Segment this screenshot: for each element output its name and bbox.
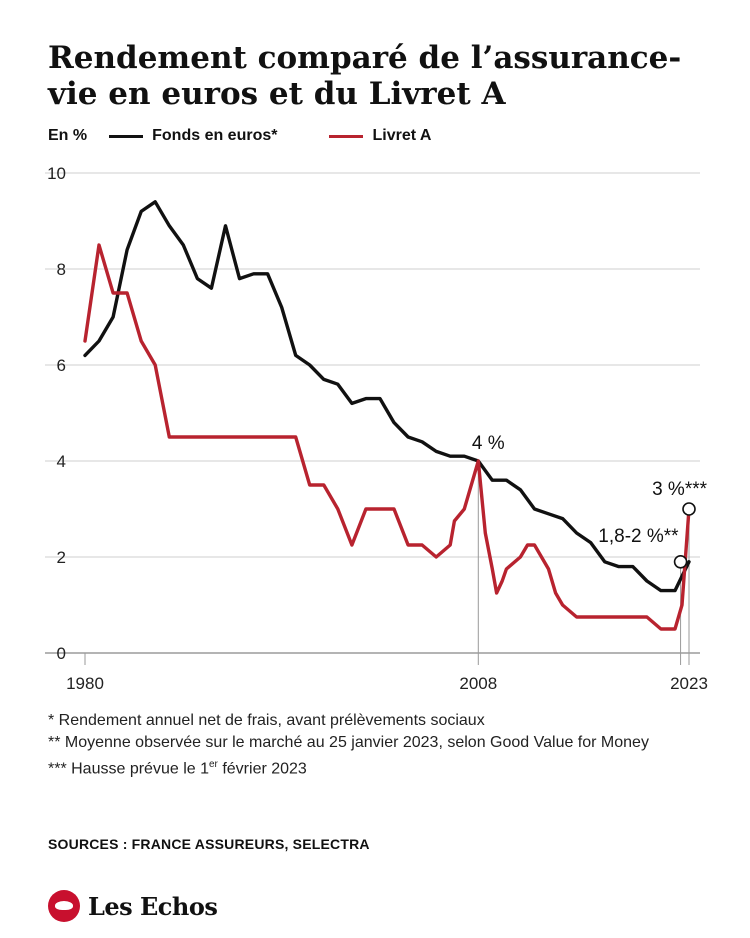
grid-layer [45, 172, 700, 654]
footnote-3-superscript: er [208, 759, 218, 770]
footnote-3: *** Hausse prévue le 1er février 2023 [48, 754, 728, 780]
guide-layer [84, 461, 690, 665]
footnote-2: ** Moyenne observée sur le marché au 25 … [48, 734, 649, 751]
y-tick-label-10: 10 [47, 164, 66, 183]
annotation-label-4: 4 % [472, 433, 505, 454]
y-tick-label-8: 8 [57, 260, 66, 279]
legend-item-fonds-euros: Fonds en euros* [109, 127, 277, 145]
marker-point-3 [682, 502, 696, 516]
chart-title: Rendement comparé de l’assurance-vie en … [48, 40, 682, 112]
footnote-1: * Rendement annuel net de frais, avant p… [48, 712, 485, 729]
brand-name: Les Echos [88, 891, 218, 921]
footnote-3-text: *** Hausse prévue le 1 [48, 760, 209, 778]
series-layer [83, 200, 691, 631]
sources: SOURCES : FRANCE ASSUREURS, SELECTRA [48, 836, 370, 852]
series-line-livret-a [83, 243, 691, 631]
brand-logo: Les Echos [48, 890, 218, 922]
x-tick-label-1980: 1980 [66, 674, 104, 693]
annotation-label-1-8-2: 1,8-2 %** [598, 526, 679, 547]
line-chart: 0 2 4 6 8 10 1980 2008 2023 4 % 1,8-2 %** 3 %*** [45, 164, 708, 693]
legend-label-fonds-euros: Fonds en euros* [152, 127, 278, 144]
legend: En % Fonds en euros* Livret A [48, 126, 483, 146]
series-line-fonds-euros [83, 200, 691, 593]
footnotes: * Rendement annuel net de frais, avant p… [48, 710, 728, 780]
legend-swatch-fonds-euros [109, 134, 144, 138]
x-tick-label-2023: 2023 [670, 674, 708, 693]
y-tick-label-0: 0 [57, 644, 66, 663]
marker-point-1-8-2 [673, 554, 688, 569]
unit-label: En % [48, 127, 88, 144]
footnote-3-text-end: février 2023 [217, 760, 307, 778]
y-tick-label-2: 2 [57, 548, 66, 567]
y-tick-label-4: 4 [57, 452, 66, 471]
y-tick-label-6: 6 [57, 356, 66, 375]
marker-layer [673, 502, 696, 569]
legend-swatch-livret-a [329, 134, 364, 138]
x-tick-label-2008: 2008 [459, 674, 497, 693]
rooster-icon [48, 890, 80, 922]
legend-label-livret-a: Livret A [372, 127, 432, 144]
label-layer: 0 2 4 6 8 10 1980 2008 2023 4 % 1,8-2 %** 3 %*** [47, 164, 708, 693]
legend-item-livret-a: Livret A [329, 127, 431, 145]
annotation-label-3: 3 %*** [652, 479, 708, 500]
